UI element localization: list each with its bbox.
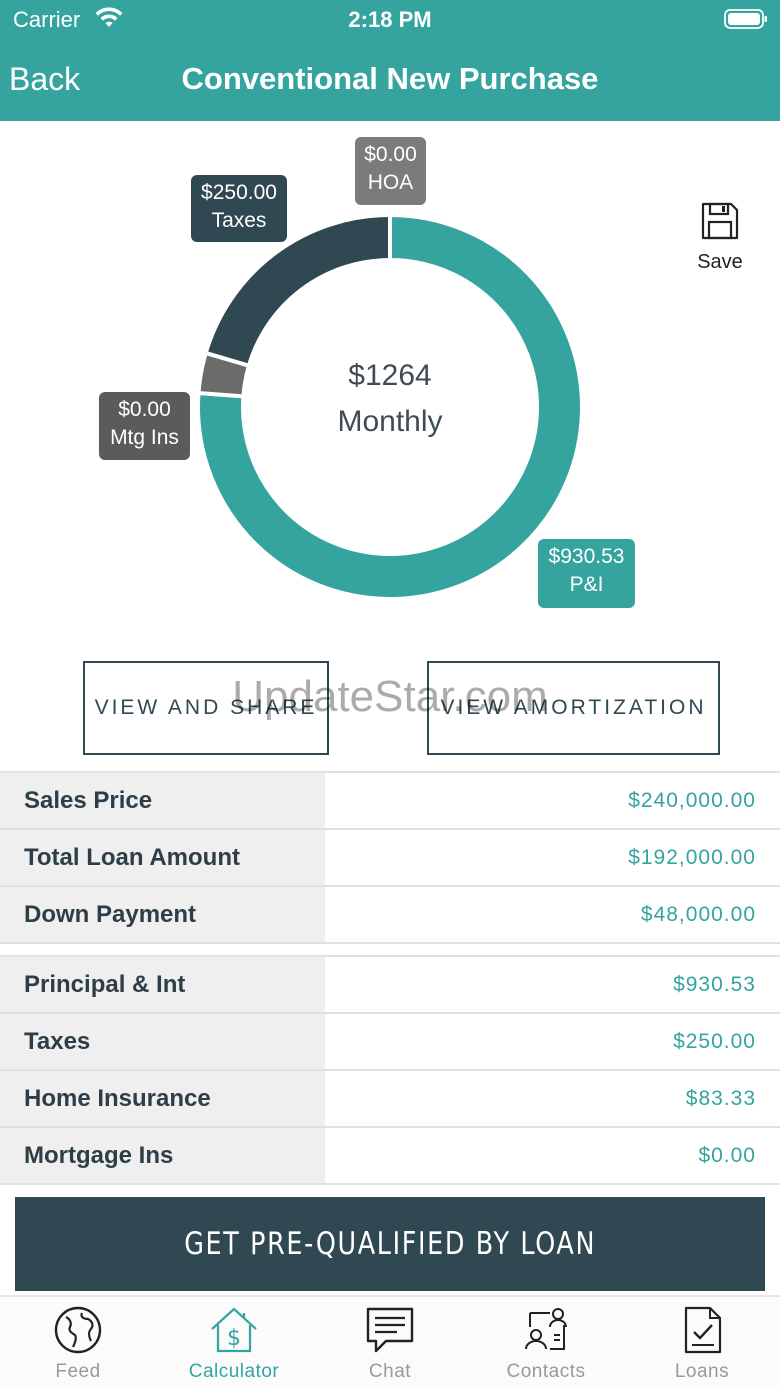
row-value[interactable]: $192,000.00: [628, 846, 756, 869]
mtg-ins-value: $0.00: [118, 398, 171, 421]
table-row: Down Payment $48,000.00: [0, 887, 780, 944]
save-button[interactable]: Save: [690, 201, 750, 274]
row-label: Taxes: [0, 1014, 325, 1069]
save-label: Save: [697, 251, 743, 273]
row-label: Home Insurance: [0, 1071, 325, 1126]
table-row: Sales Price $240,000.00: [0, 773, 780, 830]
row-value[interactable]: $48,000.00: [640, 903, 756, 926]
donut-slice-taxes[interactable]: [203, 212, 392, 369]
app-header: Carrier 2:18 PM Back Conventional New Pu…: [0, 0, 780, 121]
loan-summary-table: Sales Price $240,000.00 Total Loan Amoun…: [0, 771, 780, 944]
row-value[interactable]: $250.00: [673, 1030, 756, 1053]
table-row: Home Insurance $83.33: [0, 1071, 780, 1128]
row-value[interactable]: $83.33: [685, 1087, 756, 1110]
floppy-disk-icon: [701, 202, 739, 240]
hoa-name: HOA: [367, 171, 414, 194]
carrier-label: Carrier: [13, 7, 81, 32]
tab-label: Calculator: [188, 1361, 280, 1382]
table-row: Taxes $250.00: [0, 1014, 780, 1071]
row-value[interactable]: $930.53: [673, 973, 756, 996]
payment-breakdown-table: Principal & Int $930.53 Taxes $250.00 Ho…: [0, 955, 780, 1185]
row-label: Principal & Int: [0, 957, 325, 1012]
tab-label: Contacts: [506, 1361, 586, 1382]
pi-slice-label: $930.53 P&I: [538, 539, 635, 608]
hoa-value: $0.00: [364, 143, 417, 166]
view-amortization-button[interactable]: VIEW AMORTIZATION: [427, 661, 720, 755]
document-check-icon: [684, 1306, 722, 1354]
row-value[interactable]: $240,000.00: [628, 789, 756, 812]
row-label: Total Loan Amount: [0, 830, 325, 885]
payment-chart: $1264 Monthly $0.00 HOA $250.00 Taxes $0…: [0, 121, 780, 641]
tab-contacts[interactable]: Contacts: [468, 1305, 624, 1383]
payment-donut-chart: [196, 212, 584, 601]
mtg-ins-name: Mtg Ins: [110, 426, 179, 449]
globe-icon: [54, 1306, 102, 1354]
battery-icon: [724, 9, 767, 29]
taxes-name: Taxes: [211, 209, 267, 232]
tab-bar: Feed $ Calculator Chat Contacts: [0, 1295, 780, 1387]
pi-value: $930.53: [548, 545, 625, 568]
monthly-amount: $1264: [348, 359, 432, 392]
tab-label: Chat: [368, 1361, 412, 1382]
tab-label: Loans: [674, 1361, 730, 1382]
house-dollar-icon: $: [211, 1307, 257, 1353]
prequal-label: GET PRE-QUALIFIED BY LOAN: [184, 1226, 596, 1262]
row-label: Down Payment: [0, 887, 325, 942]
row-value[interactable]: $0.00: [698, 1144, 756, 1167]
page-title: Conventional New Purchase: [181, 61, 599, 96]
taxes-slice-label: $250.00 Taxes: [191, 175, 287, 242]
tab-loans[interactable]: Loans: [624, 1305, 780, 1383]
tab-label: Feed: [55, 1361, 101, 1382]
get-prequalified-button[interactable]: GET PRE-QUALIFIED BY LOAN: [15, 1197, 765, 1291]
pi-name: P&I: [569, 573, 604, 596]
status-time: 2:18 PM: [348, 7, 432, 32]
chat-bubble-icon: [366, 1307, 414, 1353]
monthly-label: Monthly: [337, 405, 443, 438]
row-label: Sales Price: [0, 773, 325, 828]
hoa-slice-label: $0.00 HOA: [355, 137, 426, 205]
svg-text:$: $: [227, 1326, 241, 1351]
tab-chat[interactable]: Chat: [312, 1305, 468, 1383]
mtg-ins-slice-label: $0.00 Mtg Ins: [99, 392, 190, 460]
donut-slice-p-i[interactable]: [196, 212, 584, 601]
table-row: Mortgage Ins $0.00: [0, 1128, 780, 1185]
table-row: Total Loan Amount $192,000.00: [0, 830, 780, 887]
contacts-icon: [525, 1308, 567, 1350]
tab-calculator[interactable]: $ Calculator: [156, 1305, 312, 1383]
nav-bar: Back Conventional New Purchase: [0, 45, 780, 115]
status-bar: Carrier 2:18 PM: [0, 0, 780, 40]
row-label: Mortgage Ins: [0, 1128, 325, 1183]
back-button[interactable]: Back: [9, 61, 81, 97]
tab-feed[interactable]: Feed: [0, 1305, 156, 1383]
taxes-value: $250.00: [201, 181, 277, 204]
wifi-icon: [95, 7, 123, 27]
view-and-share-button[interactable]: VIEW AND SHARE: [83, 661, 329, 755]
table-row: Principal & Int $930.53: [0, 957, 780, 1014]
